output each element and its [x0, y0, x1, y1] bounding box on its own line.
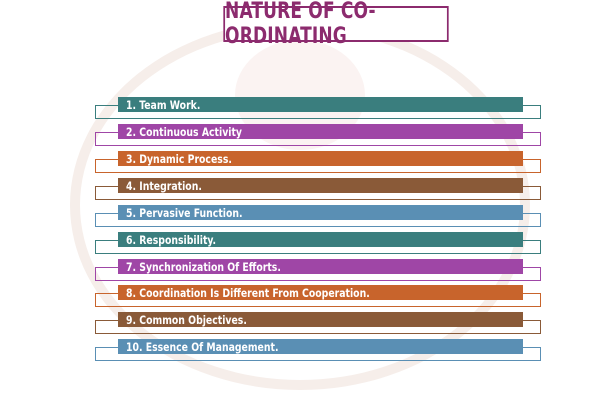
item-label: 5. Pervasive Function. — [126, 205, 243, 220]
list-item: 4. Integration. — [95, 178, 541, 200]
item-label: 10. Essence Of Management. — [126, 339, 279, 354]
list-item: 3. Dynamic Process. — [95, 151, 541, 173]
item-label: 6. Responsibility. — [126, 232, 217, 247]
list-item: 7. Synchronization Of Efforts. — [95, 259, 541, 281]
item-bar: 2. Continuous Activity — [118, 124, 523, 139]
list-item: 10. Essence Of Management. — [95, 339, 541, 361]
item-label: 7. Synchronization Of Efforts. — [126, 259, 281, 274]
item-bar: 3. Dynamic Process. — [118, 151, 523, 166]
list-item: 9. Common Objectives. — [95, 312, 541, 334]
item-bar: 6. Responsibility. — [118, 232, 523, 247]
item-bar: 4. Integration. — [118, 178, 523, 193]
item-bar: 8. Coordination Is Different From Cooper… — [118, 285, 523, 300]
list-item: 6. Responsibility. — [95, 232, 541, 254]
item-label: 8. Coordination Is Different From Cooper… — [126, 285, 370, 300]
item-label: 9. Common Objectives. — [126, 312, 247, 327]
item-bar: 9. Common Objectives. — [118, 312, 523, 327]
item-bar: 5. Pervasive Function. — [118, 205, 523, 220]
item-label: 1. Team Work. — [126, 97, 201, 112]
item-bar: 10. Essence Of Management. — [118, 339, 523, 354]
page-title: NATURE OF CO-ORDINATING — [223, 0, 449, 49]
item-label: 3. Dynamic Process. — [126, 151, 232, 166]
item-bar: 7. Synchronization Of Efforts. — [118, 259, 523, 274]
list-item: 8. Coordination Is Different From Cooper… — [95, 285, 541, 307]
page-title-text: NATURE OF CO-ORDINATING — [225, 0, 376, 49]
list-item: 5. Pervasive Function. — [95, 205, 541, 227]
item-bar: 1. Team Work. — [118, 97, 523, 112]
list-item: 1. Team Work. — [95, 97, 541, 119]
item-label: 4. Integration. — [126, 178, 202, 193]
item-label: 2. Continuous Activity — [126, 124, 242, 139]
list-item: 2. Continuous Activity — [95, 124, 541, 146]
